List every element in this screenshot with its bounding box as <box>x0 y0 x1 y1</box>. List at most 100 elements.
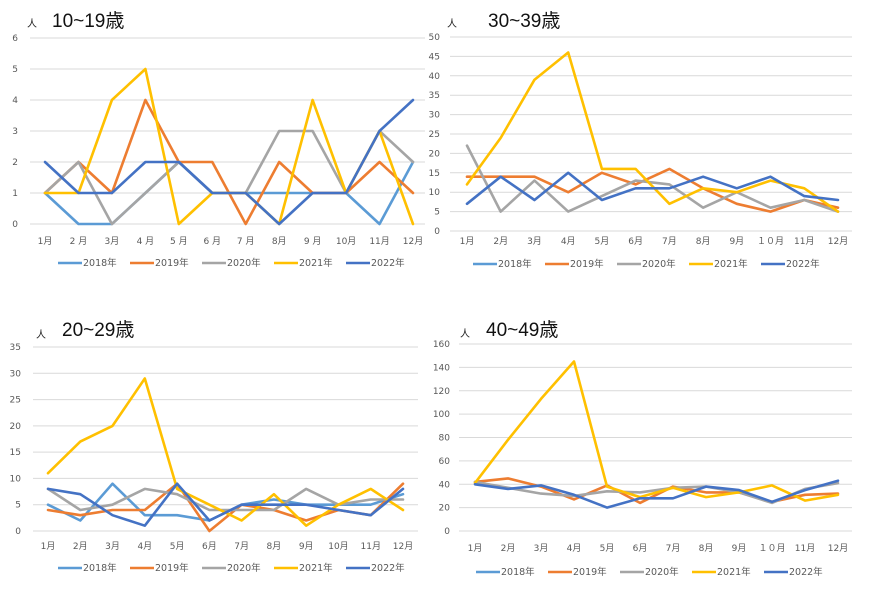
series-line-2022年 <box>465 171 840 206</box>
x-tick-label: 4月 <box>137 541 152 552</box>
y-tick-label: 20 <box>439 504 451 514</box>
y-tick-label: 45 <box>429 52 440 62</box>
legend-item[interactable]: 2020年 <box>617 258 676 270</box>
legend-label: 2019年 <box>155 257 189 269</box>
x-tick-label: 3月 <box>105 541 120 552</box>
y-tick-label: 20 <box>429 149 441 159</box>
legend-label: 2020年 <box>227 257 261 269</box>
legend-item[interactable]: 2020年 <box>202 257 261 269</box>
legend-item[interactable]: 2018年 <box>58 257 117 269</box>
y-unit-label: 人 <box>36 329 46 341</box>
x-tick-label: 12月 <box>393 541 413 552</box>
legend-item[interactable]: 2018年 <box>58 562 117 574</box>
x-tick-label: 12月 <box>403 236 423 247</box>
y-tick-label: 35 <box>429 91 440 101</box>
legend-label: 2019年 <box>570 258 604 270</box>
legend-label: 2020年 <box>227 562 261 574</box>
legend-item[interactable]: 2019年 <box>545 258 604 270</box>
x-tick-label: 5月 <box>600 543 615 554</box>
legend-item[interactable]: 2021年 <box>274 562 333 574</box>
x-tick-label: 12月 <box>828 236 848 247</box>
x-tick-label: 12月 <box>828 543 848 554</box>
x-tick-label: 8月 <box>267 541 282 552</box>
legend-item[interactable]: 2022年 <box>764 566 823 578</box>
y-tick-label: 50 <box>429 33 441 43</box>
x-tick-label: 1月 <box>460 236 475 247</box>
y-tick-label: 140 <box>433 363 450 373</box>
legend-item[interactable]: 2022年 <box>346 562 405 574</box>
x-tick-label: 5月 <box>595 236 610 247</box>
x-tick-label: 10月 <box>328 541 348 552</box>
legend-item[interactable]: 2020年 <box>620 566 679 578</box>
legend-item[interactable]: 2022年 <box>761 258 820 270</box>
y-tick-label: 10 <box>429 188 441 198</box>
legend-item[interactable]: 2019年 <box>130 562 189 574</box>
chart-title: 40~49歳 <box>486 319 558 341</box>
legend-item[interactable]: 2019年 <box>548 566 607 578</box>
series-line-2020年 <box>43 129 415 226</box>
x-tick-label: 9 月 <box>304 236 322 247</box>
x-tick-label: 5月 <box>170 541 185 552</box>
legend-item[interactable]: 2018年 <box>476 566 535 578</box>
x-tick-label: 6月 <box>633 543 648 554</box>
y-tick-label: 60 <box>439 457 451 467</box>
y-tick-label: 0 <box>15 527 21 537</box>
x-tick-label: 2 月 <box>70 236 88 247</box>
y-tick-label: 1 <box>12 189 18 199</box>
legend-label: 2021年 <box>299 257 333 269</box>
y-tick-label: 100 <box>433 410 450 420</box>
x-tick-label: 7月 <box>662 236 677 247</box>
y-tick-label: 160 <box>433 340 450 350</box>
legend-label: 2022年 <box>371 562 405 574</box>
x-tick-label: 11月 <box>795 543 815 554</box>
x-tick-label: 11月 <box>361 541 381 552</box>
x-tick-label: 6月 <box>628 236 643 247</box>
legend-item[interactable]: 2020年 <box>202 562 261 574</box>
x-tick-label: 7月 <box>666 543 681 554</box>
x-tick-label: 3月 <box>105 236 120 247</box>
x-tick-label: 11月 <box>794 236 814 247</box>
x-tick-label: 2月 <box>73 541 88 552</box>
legend-label: 2018年 <box>498 258 532 270</box>
legend-label: 2019年 <box>573 566 607 578</box>
series-line-2019年 <box>465 167 840 213</box>
y-tick-label: 15 <box>10 448 21 458</box>
legend-item[interactable]: 2021年 <box>689 258 748 270</box>
legend-label: 2018年 <box>83 562 117 574</box>
series-line-2020年 <box>46 487 405 512</box>
legend-label: 2020年 <box>645 566 679 578</box>
legend-label: 2022年 <box>371 257 405 269</box>
y-tick-label: 5 <box>434 208 440 218</box>
x-tick-label: 4月 <box>567 543 582 554</box>
series-line-2020年 <box>465 144 840 213</box>
x-tick-label: 9月 <box>732 543 747 554</box>
chart-0: 人 10~19歳 0 1 2 3 4 5 6 1月 2 月 3月 4 月 5 月 6 月 7 月 8月 9 月 10… <box>12 10 425 269</box>
legend-item[interactable]: 2018年 <box>473 258 532 270</box>
series-line-2022年 <box>46 482 405 528</box>
x-tick-label: １０月 <box>758 543 785 554</box>
x-tick-label: 9月 <box>729 236 744 247</box>
x-tick-label: 7 月 <box>237 236 255 247</box>
chart-title: 30~39歳 <box>488 10 560 32</box>
y-tick-label: 20 <box>10 422 22 432</box>
x-tick-label: 1月 <box>468 543 483 554</box>
y-tick-label: 0 <box>434 227 440 237</box>
y-tick-label: 5 <box>12 65 18 75</box>
y-tick-label: 4 <box>12 96 18 106</box>
x-tick-label: 6月 <box>202 541 217 552</box>
y-tick-label: 2 <box>12 158 18 168</box>
y-unit-label: 人 <box>460 328 470 340</box>
legend-item[interactable]: 2021年 <box>274 257 333 269</box>
legend-label: 2018年 <box>83 257 117 269</box>
legend-item[interactable]: 2021年 <box>692 566 751 578</box>
legend-item[interactable]: 2019年 <box>130 257 189 269</box>
x-tick-label: 5 月 <box>170 236 188 247</box>
x-tick-label: 3月 <box>527 236 542 247</box>
x-tick-label: 8月 <box>696 236 711 247</box>
chart-title: 20~29歳 <box>62 319 134 341</box>
chart-3: 人 40~49歳 0 20 40 60 80 100 120 140 160 1月 2月 3月 4月 5月 6月… <box>433 319 852 578</box>
legend-label: 2021年 <box>714 258 748 270</box>
series-line-2022年 <box>473 479 840 509</box>
legend-item[interactable]: 2022年 <box>346 257 405 269</box>
